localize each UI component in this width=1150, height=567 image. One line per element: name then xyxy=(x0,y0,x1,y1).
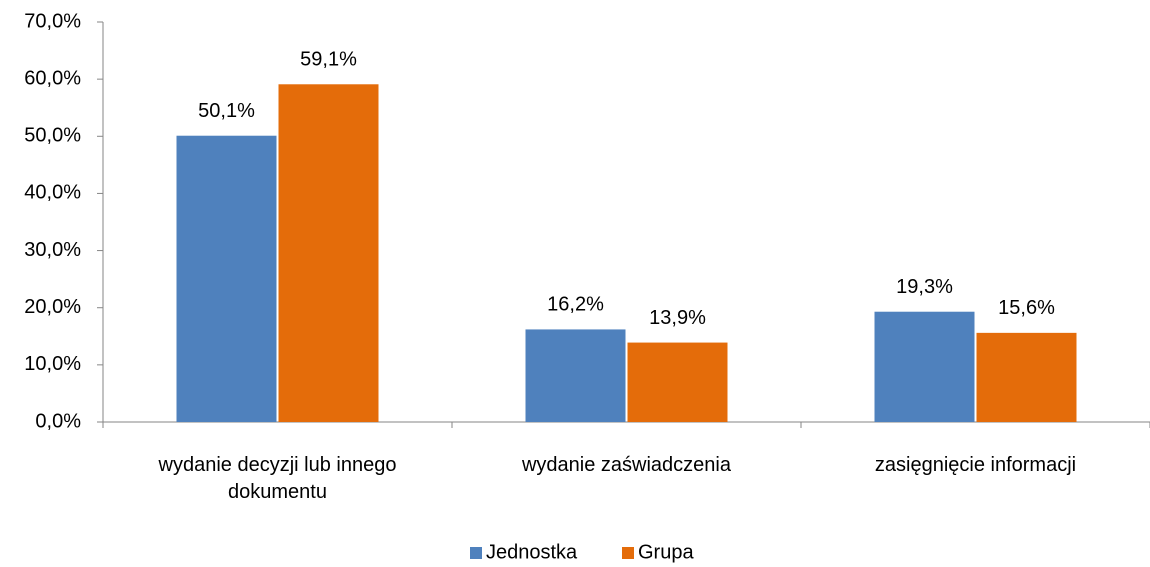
data-label: 16,2% xyxy=(547,294,604,316)
bar xyxy=(627,342,728,422)
data-label: 15,6% xyxy=(998,297,1055,319)
y-tick-label: 0,0% xyxy=(35,410,81,432)
bar xyxy=(176,135,277,422)
y-tick-label: 30,0% xyxy=(24,239,81,261)
legend-label: Jednostka xyxy=(486,541,578,563)
legend-label: Grupa xyxy=(638,541,694,563)
y-tick-label: 50,0% xyxy=(24,125,81,147)
bar xyxy=(976,332,1077,422)
data-label: 50,1% xyxy=(198,100,255,122)
x-tick-label: zasięgnięcie informacji xyxy=(874,454,1077,476)
legend-swatch xyxy=(470,547,482,559)
bar xyxy=(278,84,379,423)
x-tick-label: wydanie zaświadczenia xyxy=(521,454,731,476)
y-tick-label: 20,0% xyxy=(24,296,81,318)
y-tick-label: 40,0% xyxy=(24,182,81,204)
legend-swatch xyxy=(622,547,634,559)
y-tick-label: 60,0% xyxy=(24,67,81,89)
bar xyxy=(874,311,975,422)
data-label: 19,3% xyxy=(896,276,953,298)
y-tick-label: 10,0% xyxy=(24,353,81,375)
bar xyxy=(525,329,626,422)
data-label: 59,1% xyxy=(300,49,357,71)
data-label: 13,9% xyxy=(649,307,706,329)
y-tick-label: 70,0% xyxy=(24,10,81,32)
x-tick-label: wydanie decyzji lub innego dokumentu xyxy=(158,454,397,503)
